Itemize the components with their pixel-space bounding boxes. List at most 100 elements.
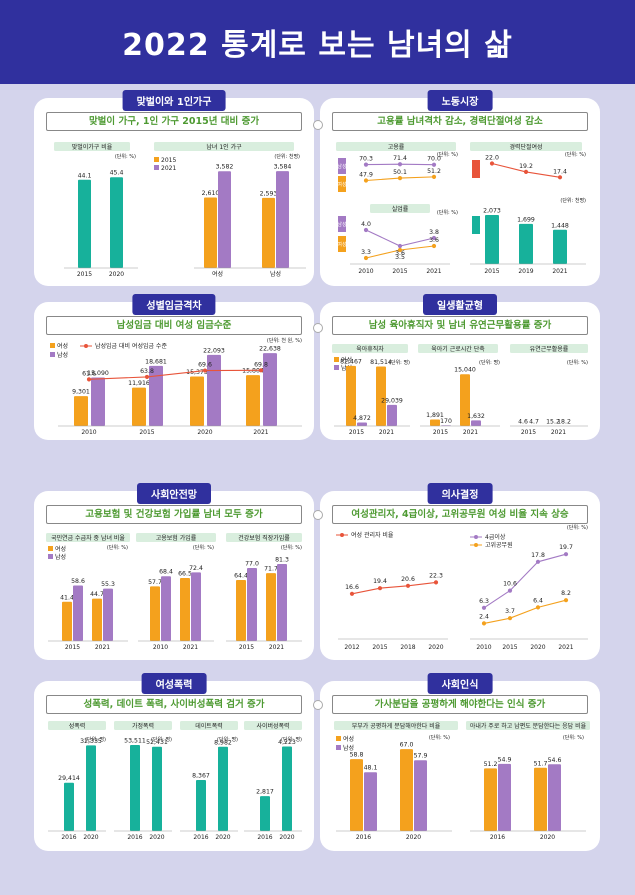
legend-label: 남성 <box>343 744 354 752</box>
unemployment-title-bg <box>370 204 430 213</box>
tick-label: 2015 <box>77 271 92 278</box>
tick-label: 2021 <box>269 644 284 651</box>
legend-marker <box>474 543 478 547</box>
bar <box>364 772 377 831</box>
unit-label: (단위: 천 원, %) <box>267 337 302 344</box>
wife-main-title: 아내가 주로 하고 남편도 분담한다는 응답 비율 <box>470 722 587 730</box>
reduced-hours-title-bg <box>418 344 498 353</box>
bar <box>350 759 363 831</box>
data-point <box>397 175 403 181</box>
legend-swatch <box>336 736 341 741</box>
series-line <box>483 599 567 624</box>
data-label: 48.1 <box>364 765 378 772</box>
data-label: 54.9 <box>498 756 512 763</box>
data-label: 58.8 <box>350 752 364 759</box>
tick-label: 2016 <box>356 834 371 841</box>
health-insurance-title-bg <box>226 533 302 542</box>
legend-swatch <box>336 745 341 750</box>
data-point <box>349 591 355 596</box>
tick-label: 2010 <box>358 268 373 275</box>
data-label: 15,040 <box>454 367 476 374</box>
tag-label: 여성 <box>337 241 346 248</box>
data-label: 3.8 <box>429 229 439 236</box>
bar <box>78 179 91 268</box>
unit-label: (단위: 명) <box>479 359 500 366</box>
data-label: 2,610 <box>202 190 220 197</box>
bar <box>430 419 440 426</box>
data-point <box>431 162 437 167</box>
data-label: 52,431 <box>146 739 168 746</box>
dual-income-title: 맞벌이가구 비율 <box>72 143 113 151</box>
data-label: 8.2 <box>561 590 571 597</box>
employment-title-bg <box>336 142 456 151</box>
bar <box>460 374 470 426</box>
bar <box>218 746 228 831</box>
data-label: 22.3 <box>429 572 443 579</box>
bar <box>150 586 160 641</box>
tick-label: 2021 <box>558 644 573 651</box>
bar <box>91 377 105 426</box>
bar <box>180 578 190 641</box>
tick-label: 2015 <box>502 644 517 651</box>
data-label: 2,817 <box>256 789 274 796</box>
tick-label: 2021 <box>551 429 566 436</box>
data-label: 15.2 <box>546 418 560 425</box>
unit-label: (단위: %) <box>565 151 586 158</box>
legend-label: 여성 <box>341 356 352 364</box>
section-charts: 맞벌이가구 비율(단위: %) 44.1 2015 45.4 2020 남녀 1인 가구 (… <box>54 142 306 278</box>
data-label: 64.4 <box>234 572 248 579</box>
data-label: 61.6 <box>82 370 96 377</box>
unit-label: (단위: %) <box>437 151 458 158</box>
data-label: 4.7 <box>529 418 539 425</box>
data-label: 68.4 <box>159 569 173 576</box>
data-label: 6.4 <box>533 597 543 604</box>
data-label: 77.0 <box>245 561 259 568</box>
data-label: 51.7 <box>534 760 548 767</box>
data-label: 19.2 <box>519 163 533 170</box>
data-point <box>563 552 569 557</box>
data-label: 22,638 <box>259 346 281 353</box>
tick-label: 2021 <box>552 268 567 275</box>
legend-marker <box>474 535 478 539</box>
data-label: 4,223 <box>278 739 296 746</box>
tag-size <box>472 216 480 234</box>
connector-dot <box>313 700 323 710</box>
data-label: 3.7 <box>505 608 515 615</box>
tick-label: 여성 <box>212 270 223 278</box>
legend-swatch <box>154 165 159 170</box>
unit-label: (단위: %) <box>563 734 584 741</box>
section-headline: 고용률 남녀격차 감소, 경력단절여성 감소 <box>332 112 588 131</box>
data-point <box>489 161 495 166</box>
data-label: 53,511 <box>124 738 146 745</box>
section-tab: 의사결정 <box>427 483 493 504</box>
bar <box>400 749 413 831</box>
bar <box>266 573 276 641</box>
data-label: 22.0 <box>485 155 499 162</box>
bar <box>246 375 260 426</box>
section-tab: 사회인식 <box>427 673 493 694</box>
data-label: 22,093 <box>203 347 225 354</box>
parental-leave-title-bg <box>332 344 408 353</box>
legend-label: 여성 <box>343 735 354 743</box>
bar <box>161 576 171 641</box>
unit-label: (단위: %) <box>567 359 588 366</box>
data-label: 3.5 <box>395 254 405 261</box>
data-label: 3.6 <box>395 250 405 257</box>
data-label: 50.1 <box>393 169 407 176</box>
flexible-work-title-bg <box>510 344 588 353</box>
data-label: 55.3 <box>101 581 115 588</box>
legend-label: 여성 관리자 비율 <box>351 531 394 539</box>
bar <box>196 780 206 831</box>
bar <box>191 572 201 641</box>
bar <box>218 171 231 268</box>
data-label: 66.5 <box>178 571 192 578</box>
tick-label: 2010 <box>476 644 491 651</box>
bar <box>387 404 397 426</box>
data-label: 16.6 <box>345 584 359 591</box>
tick-label: 2016 <box>490 834 505 841</box>
data-label: 58.6 <box>71 578 85 585</box>
data-point <box>481 605 487 610</box>
section-tab: 여성폭력 <box>141 673 207 694</box>
violence-2-title-bg <box>180 721 238 730</box>
